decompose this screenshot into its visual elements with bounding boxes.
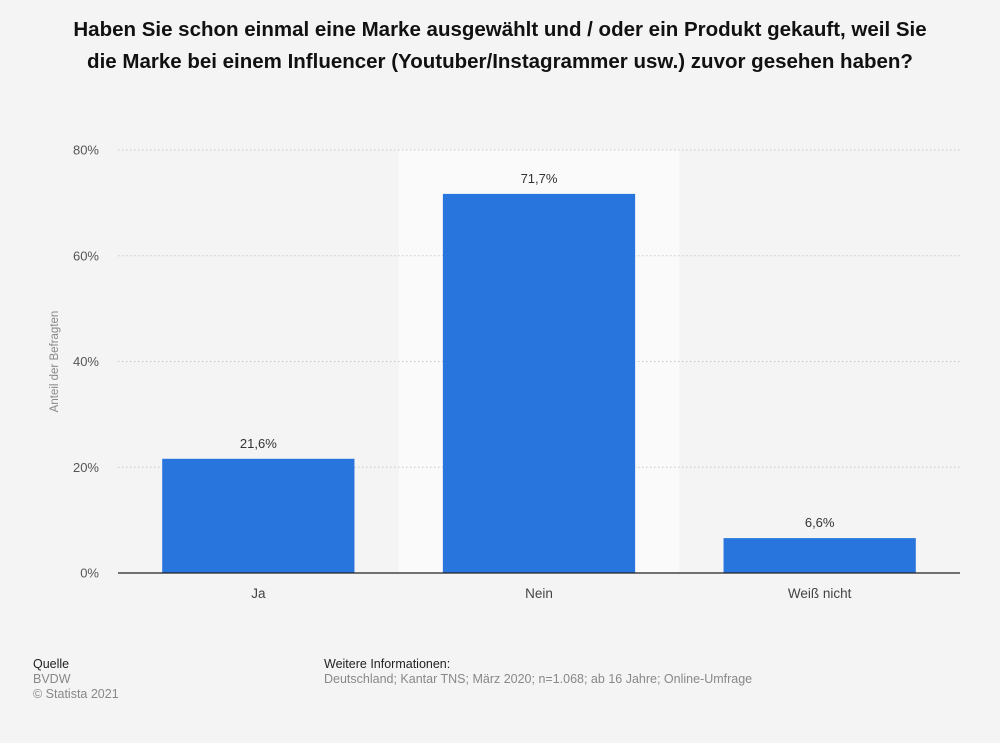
x-tick-label: Weiß nicht	[788, 586, 852, 601]
info-heading: Weitere Informationen:	[324, 657, 451, 671]
bar	[162, 458, 355, 573]
y-tick-label: 80%	[73, 143, 99, 158]
info-block: Weitere Informationen: Deutschland; Kant…	[324, 657, 752, 687]
copyright: © Statista 2021	[33, 687, 119, 701]
y-tick-label: 60%	[73, 248, 99, 263]
bar-value-label: 6,6%	[805, 515, 835, 530]
info-text: Deutschland; Kantar TNS; März 2020; n=1.…	[324, 672, 753, 686]
source-heading: Quelle	[33, 657, 70, 671]
bar-value-label: 21,6%	[240, 436, 277, 451]
y-axis-label: Anteil der Befragten	[49, 311, 61, 413]
x-tick-label: Ja	[251, 586, 266, 601]
x-tick-label: Nein	[525, 586, 553, 601]
source-block: Quelle BVDW © Statista 2021	[33, 657, 119, 702]
source-name: BVDW	[33, 672, 71, 686]
y-tick-label: 20%	[73, 460, 99, 475]
y-tick-label: 0%	[80, 566, 99, 581]
chart-title: Haben Sie schon einmal eine Marke ausgew…	[73, 18, 927, 73]
bar-value-label: 71,7%	[521, 171, 558, 186]
bar	[442, 193, 636, 574]
y-tick-label: 40%	[73, 354, 99, 369]
bar	[723, 538, 916, 573]
